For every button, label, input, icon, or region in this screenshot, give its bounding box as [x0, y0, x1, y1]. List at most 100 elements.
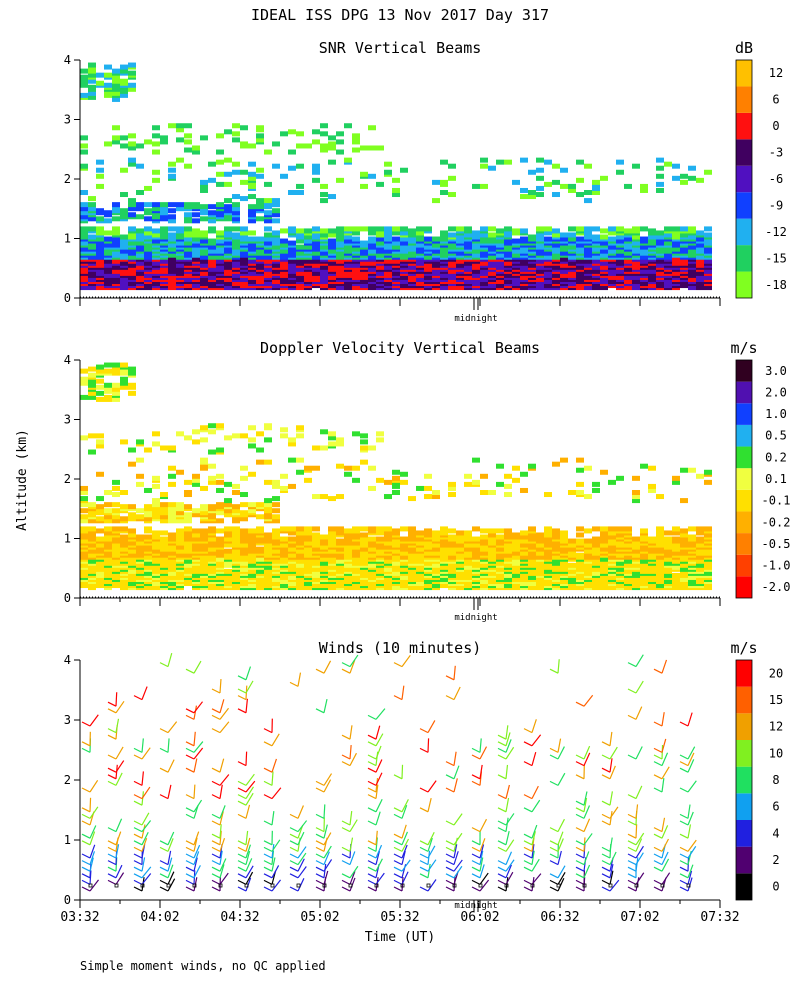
panel-1-cell: [608, 230, 616, 236]
panel-1-cell: [616, 226, 624, 232]
panel-2-cell: [88, 526, 96, 532]
panel-1-cell: [224, 129, 232, 135]
panel-2-cell: [424, 579, 432, 585]
panel-1-cell: [480, 250, 488, 256]
panel-2-cell: [328, 431, 336, 437]
panel-1-cell: [352, 226, 360, 232]
panel-1-cell: [584, 246, 592, 252]
panel-2-cell: [616, 526, 624, 532]
panel-1-cell: [160, 206, 168, 212]
panel-2-cell: [120, 384, 128, 390]
panel-2-cell: [640, 546, 648, 552]
panel-1-cell: [280, 260, 288, 266]
panel-1-cell: [264, 181, 272, 187]
panel-2-cell: [344, 471, 352, 477]
panel-1-colorbar-swatch: [736, 192, 752, 219]
panel-1-cell: [160, 210, 168, 216]
panel-2-cell: [320, 445, 328, 451]
panel-2-cell: [584, 528, 592, 534]
panel-2-cell: [208, 475, 216, 481]
panel-1-cell: [184, 230, 192, 236]
panel-2-cell: [424, 494, 432, 500]
panel-2-cell: [80, 502, 88, 508]
panel-1-cell: [704, 232, 712, 238]
panel-1-cell: [312, 226, 320, 232]
panel-2-cell: [144, 526, 152, 532]
panel-2-cell: [392, 528, 400, 534]
panel-1-cell: [80, 92, 88, 98]
panel-2-cell: [160, 558, 168, 564]
panel-1-cell: [368, 230, 376, 236]
panel-2-cell: [160, 536, 168, 542]
panel-1-cell: [240, 283, 248, 289]
panel-1-cell: [392, 240, 400, 246]
panel-1-cell: [384, 230, 392, 236]
panel-1-cell: [272, 202, 280, 208]
panel-1-cell: [96, 183, 104, 189]
panel-2-cell: [184, 435, 192, 441]
panel-1-cell: [184, 212, 192, 218]
panel-1-cell: [96, 173, 104, 179]
panel-1-cell: [344, 157, 352, 163]
panel-1-cell: [360, 260, 368, 266]
panel-2-cell: [424, 485, 432, 491]
panel-1-cell: [336, 270, 344, 276]
panel-1-cell: [624, 244, 632, 250]
panel-1-cell: [696, 236, 704, 242]
panel-2-cell: [376, 437, 384, 443]
panel-1-cell: [168, 123, 176, 129]
panel-2-cell: [320, 429, 328, 435]
panel-2-cell: [264, 532, 272, 538]
panel-1-cell: [168, 161, 176, 167]
panel-1-cell: [88, 78, 96, 84]
panel-1-cell: [208, 238, 216, 244]
panel-1-cell: [112, 236, 120, 242]
panel-2-cell: [288, 441, 296, 447]
panel-2-cell: [288, 437, 296, 443]
panel-1-cell: [536, 281, 544, 287]
panel-2-cell: [216, 473, 224, 479]
panel-2-cell: [448, 528, 456, 534]
panel-2-cell: [104, 552, 112, 558]
panel-2-cell: [480, 528, 488, 534]
panel-1-cell: [648, 228, 656, 234]
panel-1-cell: [656, 181, 664, 187]
panel-2-cell: [672, 526, 680, 532]
panel-2-cell: [664, 530, 672, 536]
panel-1-cell: [296, 189, 304, 195]
panel-1-cell: [696, 177, 704, 183]
panel-2-cell: [424, 473, 432, 479]
panel-2-cell: [312, 445, 320, 451]
panel-1-cell: [240, 125, 248, 131]
panel-1-cell: [88, 206, 96, 212]
panel-2-cell: [264, 459, 272, 465]
panel-2-cell: [264, 479, 272, 485]
panel-2-cell: [288, 536, 296, 542]
panel-1-cell: [112, 279, 120, 285]
panel-2-cell: [96, 396, 104, 402]
panel-1-cell: [288, 246, 296, 252]
panel-1-cell: [544, 226, 552, 232]
panel-2-cell: [424, 540, 432, 546]
panel-2-cell: [280, 526, 288, 532]
panel-2-cell: [144, 447, 152, 453]
panel-2-cell: [248, 552, 256, 558]
panel-2-cell: [352, 477, 360, 483]
panel-1-cell: [224, 204, 232, 210]
panel-2-cell: [112, 514, 120, 520]
panel-1-cell: [112, 125, 120, 131]
panel-2-cell: [136, 534, 144, 540]
panel-2-cell: [224, 498, 232, 504]
panel-2-cell: [328, 530, 336, 536]
panel-1-cell: [656, 187, 664, 193]
panel-1-cell: [592, 179, 600, 185]
panel-2-cell: [272, 483, 280, 489]
panel-1-cell: [536, 185, 544, 191]
panel-2-cell: [120, 376, 128, 382]
panel-2-cell: [296, 534, 304, 540]
panel-1-cell: [680, 173, 688, 179]
panel-2-cell: [368, 445, 376, 451]
panel-1-cell: [264, 248, 272, 254]
panel-2-cell: [200, 534, 208, 540]
panel-1-cell: [328, 135, 336, 141]
